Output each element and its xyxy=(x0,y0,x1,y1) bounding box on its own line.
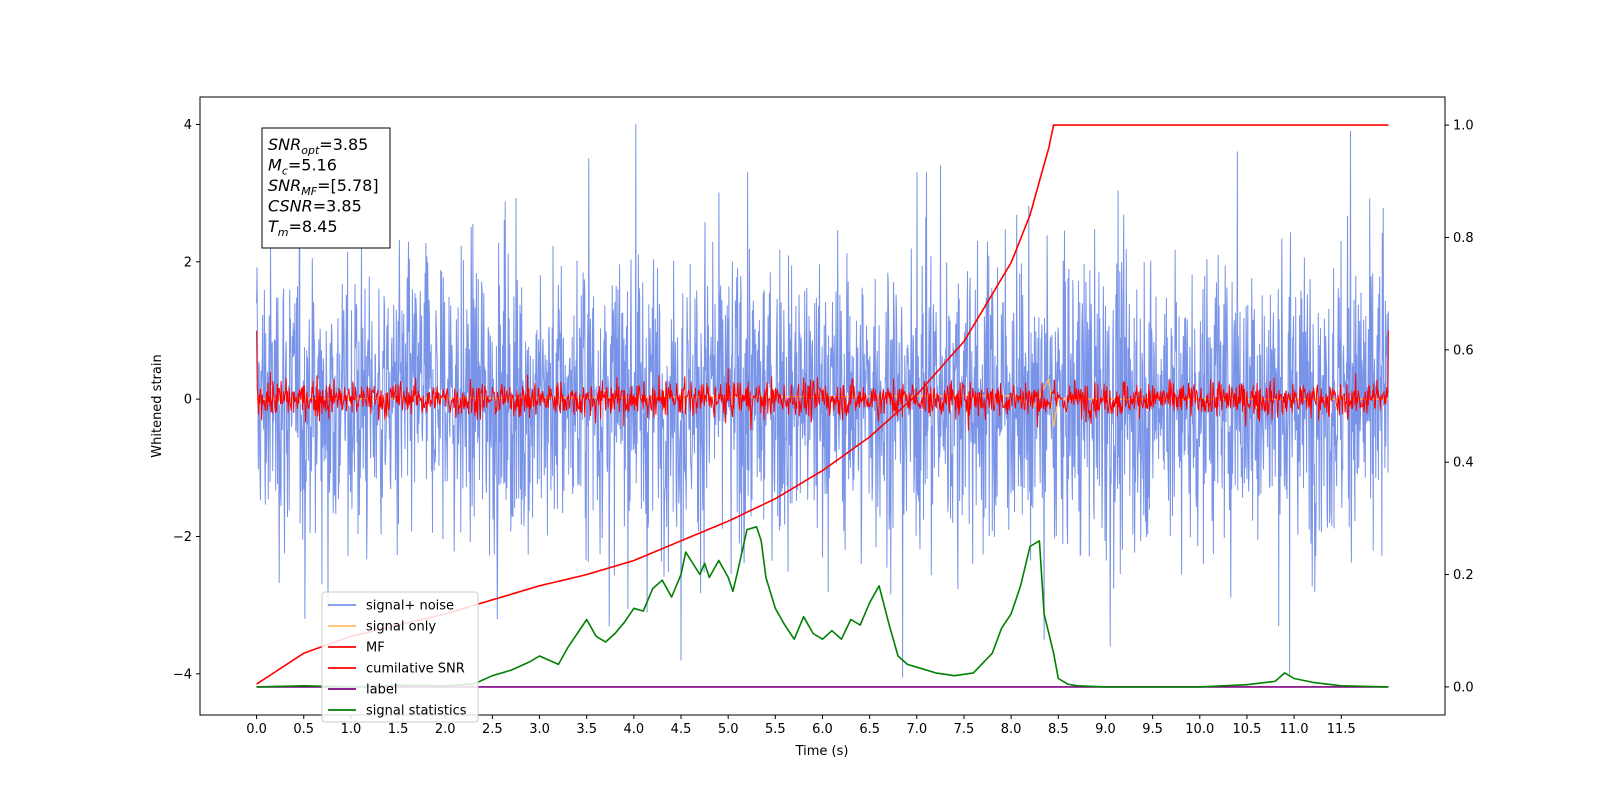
x-tick-label: 9.0 xyxy=(1095,722,1116,737)
y-tick-label: 4 xyxy=(184,118,192,133)
x-tick-label: 7.0 xyxy=(906,722,927,737)
legend-entry: MF xyxy=(366,641,385,656)
x-tick-label: 8.0 xyxy=(1001,722,1022,737)
x-tick-label: 6.0 xyxy=(812,722,833,737)
legend: signal+ noise signal only MF cumilative SNR… xyxy=(321,591,479,723)
x-tick-label: 6.5 xyxy=(859,722,880,737)
annotation-line: SNRMF=[5.78] xyxy=(268,176,379,198)
x-tick-label: 1.0 xyxy=(341,722,362,737)
x-tick-label: 5.5 xyxy=(765,722,786,737)
x-tick-label: 10.0 xyxy=(1185,722,1214,737)
x-tick-label: 11.0 xyxy=(1280,722,1309,737)
x-tick-label: 7.5 xyxy=(954,722,975,737)
x-tick-label: 1.5 xyxy=(388,722,409,737)
x-axis-label: Time (s) xyxy=(795,744,849,759)
x-tick-label: 3.5 xyxy=(576,722,597,737)
series-line-2 xyxy=(256,330,1389,431)
x-tick-label: 10.5 xyxy=(1232,722,1261,737)
x-tick-label: 0.0 xyxy=(246,722,267,737)
y-right-tick-label: 0.6 xyxy=(1453,343,1474,358)
y-tick-label: −4 xyxy=(173,667,192,682)
x-tick-label: 5.0 xyxy=(718,722,739,737)
x-tick-label: 0.5 xyxy=(293,722,314,737)
y-tick-label: −2 xyxy=(173,530,192,545)
y-tick-label: 2 xyxy=(184,255,192,270)
y-tick-label: 0 xyxy=(184,393,192,408)
annotation-line: CSNR=3.85 xyxy=(268,197,362,216)
legend-entry: signal+ noise xyxy=(366,599,454,614)
legend-frame xyxy=(321,591,479,723)
annotation-line: SNRopt=3.85 xyxy=(268,135,368,157)
x-tick-label: 3.0 xyxy=(529,722,550,737)
y-right-tick-label: 0.2 xyxy=(1453,568,1474,583)
y-right-tick-label: 0.4 xyxy=(1453,456,1474,471)
x-tick-label: 4.5 xyxy=(671,722,692,737)
y-axis-label: Whitened strain xyxy=(150,354,165,457)
y-right-tick-label: 0.0 xyxy=(1453,680,1474,695)
series-line-5 xyxy=(256,526,1389,688)
axes-layer: 0.0 0.5 1.0 1.5 2.0 2.5 3.0 3.5 4.0 4.5 5.0 5.5 6.0 6… xyxy=(173,118,1474,737)
x-tick-label: 11.5 xyxy=(1327,722,1356,737)
y-right-tick-label: 1.0 xyxy=(1453,119,1474,134)
x-tick-label: 9.5 xyxy=(1142,722,1163,737)
x-tick-label: 8.5 xyxy=(1048,722,1069,737)
x-tick-label: 4.0 xyxy=(624,722,645,737)
x-tick-label: 2.0 xyxy=(435,722,456,737)
legend-entry: cumilative SNR xyxy=(366,662,465,677)
y-right-tick-label: 0.8 xyxy=(1453,231,1474,246)
annotation-line: Tm=8.45 xyxy=(268,217,338,239)
legend-entry: label xyxy=(366,683,397,698)
legend-entry: signal statistics xyxy=(366,704,467,719)
series-line-0 xyxy=(256,124,1389,678)
legend-entry: signal only xyxy=(366,620,436,635)
annotation-line: Mc=5.16 xyxy=(268,156,337,178)
annotation-box: SNRopt=3.85Mc=5.16SNRMF=[5.78]CSNR=3.85T… xyxy=(261,127,391,249)
x-tick-label: 2.5 xyxy=(482,722,503,737)
annotation-box-frame xyxy=(261,127,391,249)
